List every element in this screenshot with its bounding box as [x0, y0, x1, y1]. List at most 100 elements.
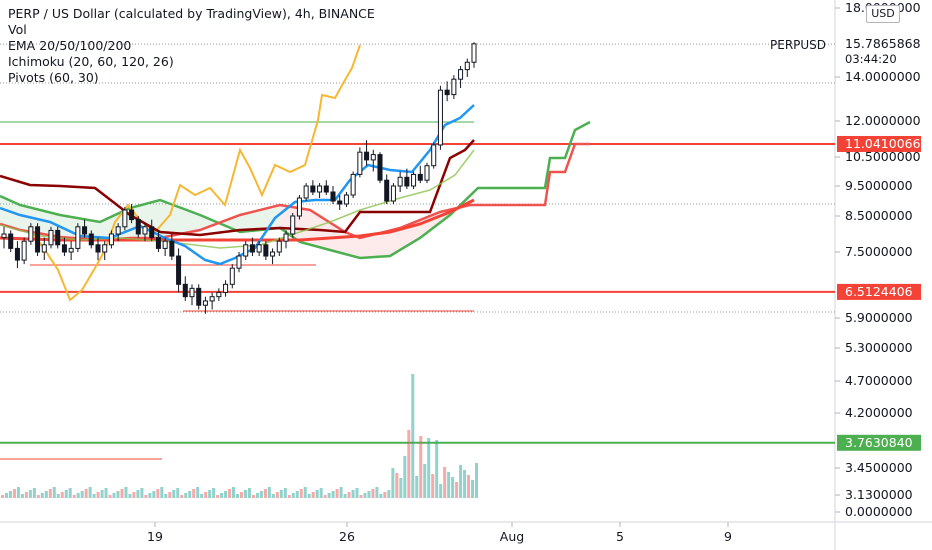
chikou-line — [29, 44, 361, 302]
price-badge — [837, 283, 921, 300]
volume-bar — [232, 487, 236, 498]
candle-body — [155, 237, 161, 249]
volume-bar — [124, 487, 128, 498]
volume-bar — [76, 493, 80, 498]
currency-button[interactable]: USD — [866, 5, 900, 23]
volume-bar — [12, 489, 16, 498]
candle-body — [444, 89, 450, 96]
volume-bar — [419, 436, 423, 498]
candle-body — [223, 283, 229, 293]
volume-bar — [120, 489, 124, 498]
volume-bar — [403, 456, 407, 498]
candle-body — [216, 291, 222, 298]
candle-body — [21, 240, 27, 261]
volume-bar — [379, 494, 383, 498]
volume-bar — [16, 487, 20, 498]
volume-bar — [40, 493, 44, 498]
volume-bar — [303, 487, 307, 498]
ema-200-line — [0, 139, 475, 237]
chart-legend: PERP / US Dollar (calculated by TradingV… — [8, 6, 375, 86]
candle-body — [364, 151, 370, 161]
volume-bar — [475, 463, 479, 498]
volume-bar — [431, 474, 435, 498]
ichimoku-cloud-red — [280, 205, 470, 258]
candle-body — [236, 255, 242, 269]
ema-100-line — [0, 198, 475, 242]
candle-body — [417, 173, 423, 181]
candle-body — [249, 244, 255, 253]
volume-bar — [427, 438, 431, 498]
candle-body — [451, 78, 457, 96]
volume-bar — [319, 488, 323, 498]
volume-bar — [224, 491, 228, 498]
volume-bar — [8, 491, 12, 498]
volume-bar — [315, 490, 319, 498]
candle-body — [189, 287, 195, 298]
volume-bar — [255, 493, 259, 498]
volume-bar — [387, 490, 391, 498]
indicator-ema[interactable]: EMA 20/50/100/200 — [8, 38, 132, 53]
price-tick-label: 10.5000000 — [845, 149, 921, 164]
time-tick-label: Aug — [500, 529, 524, 544]
volume-bar — [399, 478, 403, 498]
candle-body — [48, 229, 54, 246]
indicator-pivots[interactable]: Pivots (60, 30) — [8, 70, 99, 85]
volume-bar — [335, 489, 339, 498]
volume-bar — [339, 487, 343, 498]
candle-body — [357, 151, 363, 175]
volume-bar — [200, 494, 204, 498]
volume-bar — [104, 488, 108, 498]
candle-body — [310, 185, 316, 193]
volume-bar — [331, 491, 335, 498]
price-tick-label: 4.7000000 — [845, 373, 913, 388]
candle-body — [75, 226, 81, 249]
candle-body — [458, 69, 464, 80]
candle-body — [55, 229, 61, 246]
candle-body — [68, 247, 74, 253]
volume-bar — [132, 492, 136, 498]
volume-bar — [459, 465, 463, 498]
volume-bar — [208, 490, 212, 498]
volume-bar — [48, 489, 52, 498]
volume-bar — [287, 495, 291, 498]
volume-bar — [80, 491, 84, 498]
price-tick-label: 3.1300000 — [845, 487, 913, 502]
volume-bar — [263, 489, 267, 498]
candle-body — [431, 144, 437, 167]
ema-50-line — [0, 149, 475, 249]
volume-bar — [251, 495, 255, 498]
candle-body — [290, 215, 296, 235]
volume-bar — [411, 374, 415, 498]
candle-body — [350, 173, 356, 196]
volume-bar — [180, 495, 184, 498]
ema-20-line — [0, 104, 475, 266]
volume-bar — [192, 489, 196, 498]
candle-body — [108, 233, 114, 246]
price-tick-label: 0.0000000 — [845, 504, 913, 519]
symbol-label: PERPUSD — [770, 38, 827, 52]
candle-body — [142, 226, 148, 235]
volume-bar — [68, 488, 72, 498]
indicator-vol[interactable]: Vol — [8, 22, 27, 37]
volume-bar — [1, 495, 4, 498]
candle-body — [323, 185, 329, 193]
volume-bar — [140, 488, 144, 498]
candle-body — [202, 300, 208, 306]
volume-bar — [323, 495, 327, 498]
indicator-ichimoku[interactable]: Ichimoku (20, 60, 120, 26) — [8, 54, 174, 69]
price-tick-label: 9.5000000 — [845, 178, 913, 193]
price-badge — [837, 135, 921, 152]
volume-bar — [148, 493, 152, 498]
volume-bar — [24, 492, 28, 498]
candle-body — [41, 244, 47, 253]
volume-bar — [367, 491, 371, 498]
volume-bar — [443, 467, 447, 498]
candle-body — [411, 173, 417, 187]
volume-bar — [359, 495, 363, 498]
volume-bar — [307, 494, 311, 498]
volume-bar — [347, 492, 351, 498]
price-badge-label: 11.0410066 — [845, 136, 921, 151]
volume-bar — [343, 494, 347, 498]
volume-bar — [36, 495, 40, 498]
